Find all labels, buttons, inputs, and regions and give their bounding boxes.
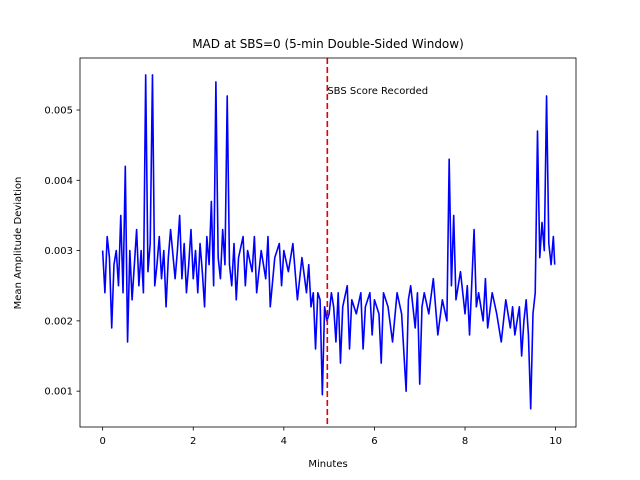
chart-title: MAD at SBS=0 (5-min Double-Sided Window) xyxy=(192,37,464,51)
x-tick-label: 0 xyxy=(99,436,105,447)
plot-frame xyxy=(79,57,577,428)
y-tick-label: 0.004 xyxy=(44,176,73,187)
x-tick-label: 2 xyxy=(190,436,196,447)
annotation: SBS Score Recorded xyxy=(327,86,428,97)
y-tick-label: 0.005 xyxy=(44,106,73,117)
y-tick-label: 0.002 xyxy=(44,316,73,327)
y-tick-label: 0.001 xyxy=(44,387,73,398)
x-tick-label: 10 xyxy=(549,436,562,447)
x-tick-label: 6 xyxy=(371,436,377,447)
x-tick-label: 4 xyxy=(281,436,287,447)
y-tick-label: 0.003 xyxy=(44,246,73,257)
x-axis-label: Minutes xyxy=(308,459,347,470)
x-tick-label: 8 xyxy=(462,436,468,447)
data-line xyxy=(101,74,556,410)
y-axis-label: Mean Amplitude Deviation xyxy=(13,177,24,310)
